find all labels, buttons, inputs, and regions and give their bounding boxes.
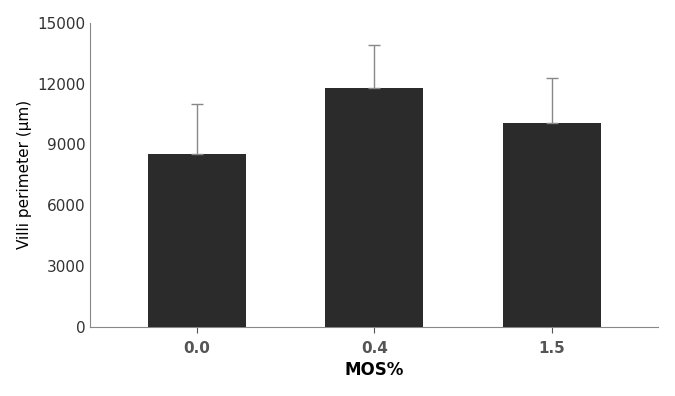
Bar bbox=[503, 123, 601, 327]
Bar bbox=[325, 88, 423, 327]
Bar bbox=[148, 154, 246, 327]
Y-axis label: Villi perimeter (µm): Villi perimeter (µm) bbox=[17, 100, 32, 249]
X-axis label: MOS%: MOS% bbox=[344, 361, 404, 379]
